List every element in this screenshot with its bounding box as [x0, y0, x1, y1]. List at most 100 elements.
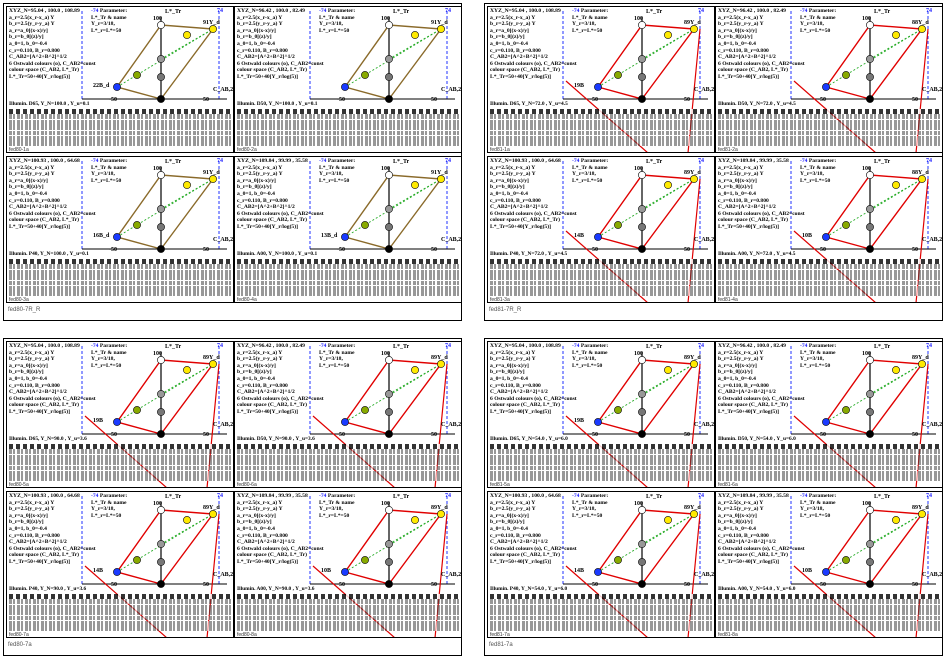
- right-value: 74: [698, 343, 704, 349]
- formula-line: C_AB2=[A^2+B^2]^1/2: [718, 539, 776, 546]
- right-value: 74: [926, 158, 932, 164]
- table-row: [237, 444, 459, 449]
- table-row: [718, 476, 940, 482]
- formula-line: a_0=1, b_0=-0.4: [490, 375, 528, 382]
- xyz-label: XYZ_N=100.93 , 100.0 , 64.68: [490, 158, 561, 164]
- grey-point: [157, 558, 165, 566]
- formula-line: colour space (C_AB2, L*_Tr): [237, 67, 308, 74]
- illuminant-label: Illumin. D50, Y_N=54.0 , Y_u=6.0: [718, 436, 796, 442]
- table-row: [9, 620, 231, 626]
- diagram-svg: [790, 161, 936, 302]
- parameter-line: Y_r=3/18,: [800, 506, 824, 513]
- green-diagonal: [597, 363, 695, 423]
- right-value: 74: [217, 493, 223, 499]
- scale-pos: 50: [684, 432, 690, 438]
- scale-pos: 50: [912, 247, 918, 253]
- blue-point: [113, 568, 121, 576]
- table-row: [9, 280, 231, 286]
- formula-line: a_r=2.5(x_r-x_a) Y: [718, 14, 764, 21]
- formula-line: a_0=1, b_0=-0.4: [718, 375, 756, 382]
- parameter-line: Y_r=3/18,: [572, 356, 596, 363]
- parameter-line: L*_Tr & name: [319, 164, 355, 171]
- blue-point: [341, 418, 349, 426]
- formula-line: a_0=1, b_0=-0.4: [718, 190, 756, 197]
- grey-point: [866, 223, 874, 231]
- colour-panel: XYZ_N=95.04 , 100.0 , 108.89 a_r=2.5(x_r-…: [6, 341, 234, 488]
- xyz-label: XYZ_N=109.84 , 99.99 , 35.58: [718, 493, 789, 499]
- yellow-mid-point: [183, 516, 191, 524]
- table-row: [490, 470, 712, 476]
- scale-zero: 0: [157, 582, 160, 588]
- green-diagonal: [825, 363, 923, 423]
- table-row: [9, 604, 231, 610]
- table-row: [490, 135, 712, 141]
- grey-point: [866, 408, 874, 416]
- grey-point: [638, 223, 646, 231]
- right-value: 74: [445, 343, 451, 349]
- yellow-mid-point: [664, 181, 672, 189]
- table-row: [9, 444, 231, 449]
- illuminant-label: Illumin. D50, Y_N=100.0 , Y_u=0.1: [237, 101, 318, 107]
- parameter-line: L*_Tr & name: [572, 499, 608, 506]
- yellow-mid-point: [183, 366, 191, 374]
- xyz-label: XYZ_N=96.42 , 100.0 , 82.49: [237, 8, 305, 14]
- yellow-mid-point: [892, 31, 900, 39]
- colour-triangle: [116, 24, 215, 100]
- formula-line: b_r=b_0[(z)/y]: [718, 184, 753, 191]
- formula-line: b_r=b_0[(z)/y]: [718, 34, 753, 41]
- table-row: [9, 476, 231, 482]
- white-point: [638, 356, 646, 364]
- formula-block: XYZ_N=109.84 , 99.99 , 35.58 a_r=2.5(x_r-…: [237, 158, 324, 231]
- param-mark: -74: [800, 493, 809, 499]
- document-page: XYZ_N=95.04 , 100.0 , 108.89 a_r=2.5(x_r-…: [3, 338, 462, 656]
- formula-line: b_r=2.5(y_r-y_a) Y: [237, 356, 283, 363]
- table-row: [237, 141, 459, 147]
- formula-line: a_r=2.5(x_r-x_a) Y: [490, 349, 536, 356]
- formula-line: 6 Ostwald colours (o), C_AB2=const: [490, 395, 577, 402]
- formula-line: C_AB2=[A^2+B^2]^1/2: [237, 539, 295, 546]
- white-point: [385, 356, 393, 364]
- xyz-label: XYZ_N=109.84 , 99.99 , 35.58: [718, 158, 789, 164]
- olive-mid-point: [361, 71, 369, 79]
- white-point: [866, 356, 874, 364]
- scale-pos: 50: [684, 97, 690, 103]
- top-axis-label: L*_Tr: [393, 344, 410, 350]
- scale-zero: 0: [866, 97, 869, 103]
- formula-line: a_r=a_0[(x-x)/y]: [490, 177, 529, 184]
- formula-line: b_r=b_0[(z)/y]: [718, 369, 753, 376]
- table-row: [9, 130, 231, 136]
- scale-pos: 50: [431, 582, 437, 588]
- parameter-line: Y_r=3/18,: [572, 506, 596, 513]
- grey-point: [638, 558, 646, 566]
- white-point: [385, 21, 393, 29]
- colour-triangle: [344, 359, 443, 435]
- formula-line: a_0=1, b_0=-0.4: [9, 525, 47, 532]
- xyz-label: XYZ_N=95.04 , 100.0 , 108.89: [9, 8, 80, 14]
- param-mark: -74: [572, 158, 581, 164]
- colour-panel: XYZ_N=96.42 , 100.0 , 82.49 a_r=2.5(x_r-x…: [715, 341, 943, 488]
- data-table: [237, 109, 459, 149]
- param-mark: -74: [572, 493, 581, 499]
- right-axis-label: C_AB,2: [213, 422, 234, 428]
- black-point: [157, 430, 165, 438]
- panel-footer: fed80-2a: [237, 147, 257, 153]
- colour-panel: XYZ_N=109.84 , 99.99 , 35.58 a_r=2.5(x_r-…: [234, 491, 462, 638]
- formula-line: b_r=b_0[(z)/y]: [9, 34, 44, 41]
- scale-pos: 50: [431, 97, 437, 103]
- top-point-label: 89Y_d: [431, 505, 448, 511]
- yellow-point: [918, 175, 926, 183]
- grey-point: [638, 390, 646, 398]
- top-point-label: 88Y_d: [912, 20, 929, 26]
- formula-line: L*_Tr=50+40[Y_r/log(5)]: [718, 73, 779, 80]
- scale-neg: -50: [337, 97, 345, 103]
- formula-line: a_r=a_0[(x-x)/y]: [490, 362, 529, 369]
- table-row: [237, 135, 459, 141]
- right-value: 74: [926, 493, 932, 499]
- formula-line: b_r=b_0[(z)/y]: [237, 369, 272, 376]
- parameter-block: -74 Parameter: L*_Tr & name Y_r=3/18, L*_r=…: [319, 8, 355, 34]
- formula-line: C_AB2=[A^2+B^2]^1/2: [237, 389, 295, 396]
- formula-line: 6 Ostwald colours (o), C_AB2=const: [237, 210, 324, 217]
- top-point-label: 89Y_d: [203, 505, 220, 511]
- formula-block: XYZ_N=95.04 , 100.0 , 108.89 a_r=2.5(x_r-…: [9, 343, 96, 416]
- top-point-label: 89Y_d: [912, 505, 929, 511]
